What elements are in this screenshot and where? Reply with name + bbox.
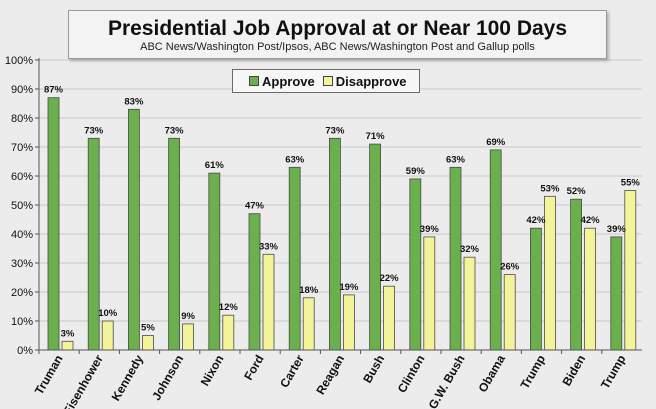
bar-approve (288, 166, 301, 351)
bar-approve (248, 213, 261, 351)
bar-disapprove (141, 335, 154, 351)
data-label-approve: 71% (366, 131, 386, 142)
bar-approve (489, 149, 502, 351)
y-tick-label: 20% (11, 287, 33, 299)
data-label-disapprove: 10% (98, 308, 118, 319)
category-label: Eisenhower (60, 352, 106, 409)
bar-approve (328, 137, 341, 351)
y-tick-label: 80% (11, 113, 33, 125)
data-label-approve: 63% (446, 154, 466, 165)
data-label-approve: 69% (486, 137, 506, 148)
category-label: Reagan (313, 353, 347, 398)
bar-approve (168, 137, 181, 351)
legend-label-disapprove: Disapprove (335, 73, 407, 89)
legend-label-approve: Approve (262, 73, 315, 89)
data-label-approve: 87% (44, 85, 64, 96)
bar-disapprove (463, 256, 476, 351)
bar-disapprove (544, 195, 556, 351)
bar-disapprove (584, 227, 596, 351)
data-label-approve: 73% (165, 125, 185, 136)
chart-subtitle: ABC News/Washington Post/Ipsos, ABC News… (140, 41, 535, 53)
data-label-disapprove: 18% (299, 285, 319, 296)
data-label-approve: 47% (245, 201, 265, 212)
data-label-disapprove: 42% (581, 215, 601, 226)
bar-disapprove (383, 285, 396, 351)
bar-disapprove (503, 274, 516, 351)
chart-legend: Approve Disapprove (232, 69, 420, 93)
data-label-disapprove: 33% (259, 241, 279, 252)
data-label-approve: 52% (567, 186, 587, 197)
data-label-approve: 73% (84, 125, 104, 136)
data-label-approve: 59% (406, 166, 426, 177)
chart-title: Presidential Job Approval at or Near 100… (107, 17, 568, 40)
category-label: Obama (475, 352, 508, 395)
data-label-disapprove: 53% (540, 183, 560, 194)
data-label-approve: 39% (607, 224, 627, 235)
bar-disapprove (222, 314, 235, 351)
legend-item-approve: Approve (249, 74, 315, 89)
category-label: Ford (241, 353, 266, 383)
bar-disapprove (182, 323, 195, 351)
bar-approve (369, 143, 382, 351)
data-label-approve: 42% (526, 215, 546, 226)
data-label-approve: 61% (205, 160, 225, 171)
bar-disapprove (101, 320, 114, 351)
category-label: Trump (598, 353, 628, 392)
y-tick-label: 40% (11, 229, 33, 241)
y-tick-label: 60% (11, 171, 33, 183)
y-tick-label: 50% (11, 200, 33, 212)
category-label: Nixon (198, 353, 227, 389)
y-tick-label: 10% (11, 316, 33, 328)
bar-approve (208, 172, 221, 351)
category-label: Carter (277, 352, 307, 390)
y-tick-label: 90% (11, 84, 33, 96)
data-label-disapprove: 22% (380, 273, 400, 284)
data-label-disapprove: 3% (61, 328, 75, 339)
data-label-disapprove: 12% (219, 302, 239, 313)
y-tick-label: 0% (17, 345, 33, 357)
data-label-disapprove: 55% (621, 178, 641, 189)
legend-swatch-disapprove (322, 76, 333, 86)
y-tick-label: 30% (11, 258, 33, 270)
data-label-disapprove: 19% (339, 282, 359, 293)
bar-approve (409, 178, 422, 351)
category-label: Johnson (149, 353, 186, 403)
bar-disapprove (624, 190, 637, 351)
bar-approve (47, 97, 60, 351)
bar-approve (530, 227, 542, 351)
category-label: G.W. Bush (426, 352, 468, 409)
bar-disapprove (302, 297, 315, 351)
bar-disapprove (342, 294, 355, 351)
bar-disapprove (423, 236, 436, 351)
data-label-disapprove: 26% (500, 262, 520, 273)
data-label-approve: 83% (124, 96, 144, 107)
legend-swatch-approve (249, 76, 259, 86)
category-label: Clinton (395, 353, 428, 396)
category-label: Kennedy (109, 352, 147, 403)
data-label-approve: 63% (285, 154, 305, 165)
bar-approve (449, 166, 462, 351)
bar-disapprove (61, 340, 74, 351)
data-label-disapprove: 5% (141, 323, 155, 334)
data-label-disapprove: 32% (460, 244, 480, 255)
bar-disapprove (262, 253, 275, 351)
bar-approve (610, 236, 623, 351)
data-label-disapprove: 39% (420, 224, 440, 235)
data-label-disapprove: 9% (181, 311, 195, 322)
bar-approve (127, 108, 140, 351)
y-tick-label: 100% (5, 55, 33, 67)
legend-item-disapprove: Disapprove (322, 73, 407, 89)
category-label: Biden (560, 353, 589, 389)
chart-title-box: Presidential Job Approval at or Near 100… (68, 10, 607, 59)
category-label: Truman (32, 353, 66, 398)
category-label: Trump (518, 353, 548, 392)
category-label: Bush (360, 353, 387, 386)
y-tick-label: 70% (11, 142, 33, 154)
data-label-approve: 73% (325, 125, 345, 136)
